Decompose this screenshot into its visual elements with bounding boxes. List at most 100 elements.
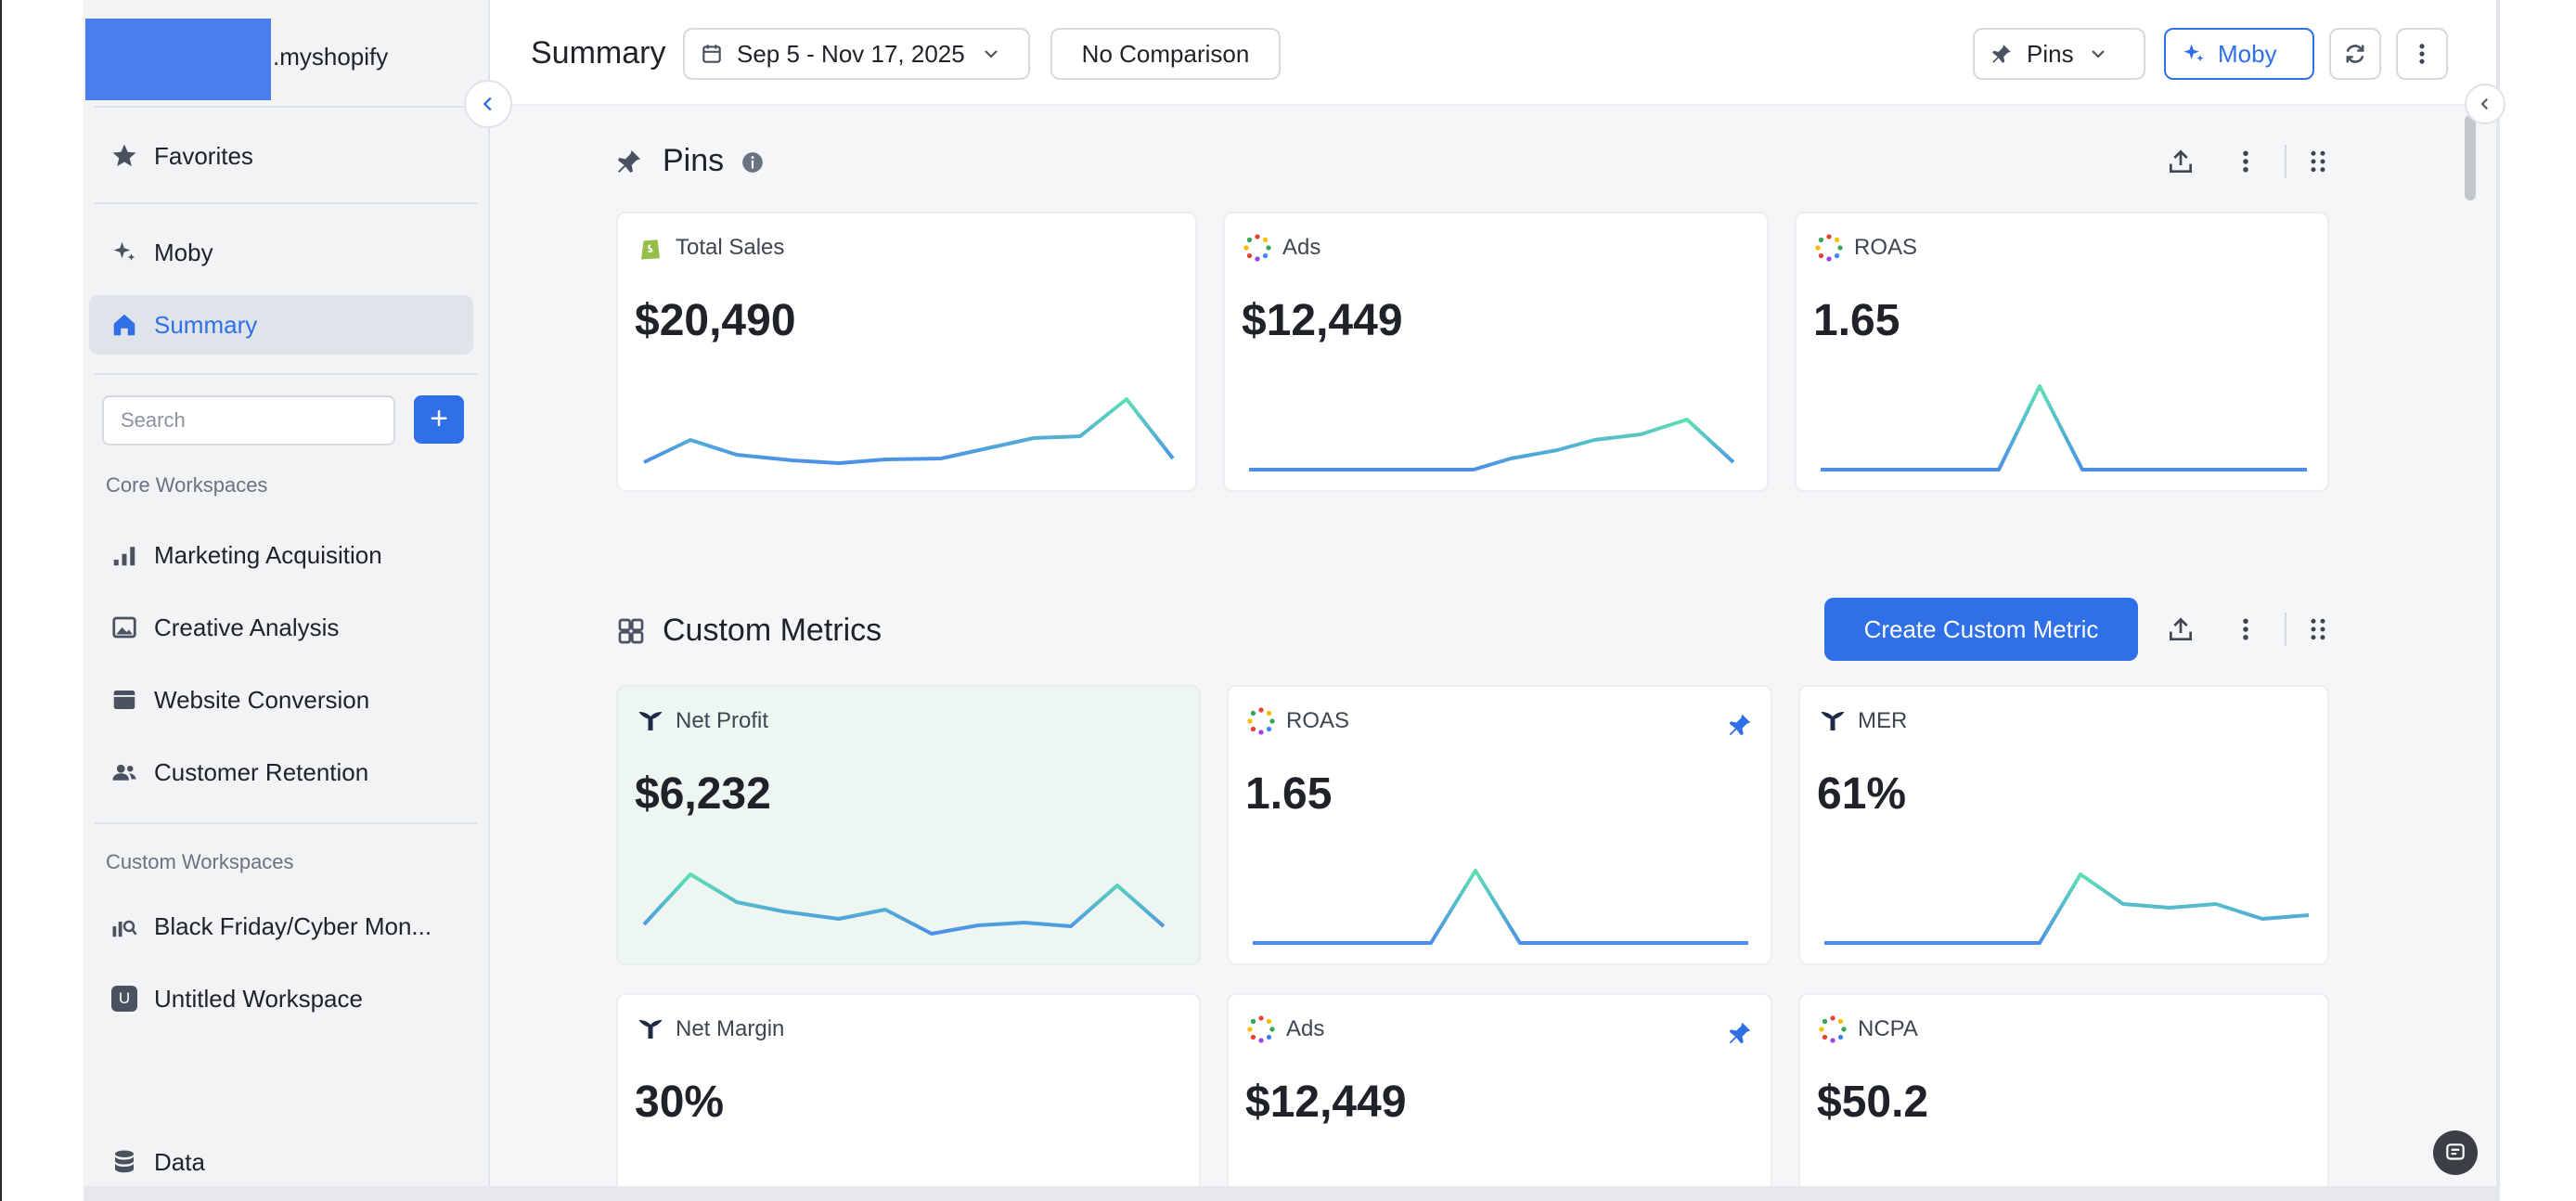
metric-card-ncpa[interactable]: NCPA $50.2 — [1798, 993, 2329, 1186]
sidebar-item-customer-retention[interactable]: Customer Retention — [89, 743, 473, 802]
sparkline — [643, 397, 1175, 465]
card-header: Net Profit — [635, 705, 768, 737]
workspace-search-input[interactable]: Search — [102, 395, 395, 446]
upload-icon — [2170, 149, 2192, 173]
store-name[interactable]: .myshopify — [273, 43, 389, 71]
card-label: Ads — [1286, 1016, 1325, 1041]
sidebar: .myshopify Favorites Moby Summary Search… — [84, 0, 490, 1186]
card-header: ROAS — [1813, 232, 1917, 264]
card-value: $12,449 — [1245, 1078, 1407, 1127]
pin-card-total-sales[interactable]: Total Sales $20,490 — [616, 212, 1197, 492]
create-custom-metric-button[interactable]: Create Custom Metric — [1824, 598, 2138, 661]
pins-dropdown-button[interactable]: Pins — [1973, 28, 2145, 80]
card-value: $6,232 — [635, 769, 771, 819]
expand-right-panel-button[interactable] — [2465, 84, 2505, 124]
main-content: Pins Total Sales $20,490 Ads $12,449 ROA… — [490, 106, 2496, 1186]
metric-card-roas[interactable]: ROAS 1.65 — [1227, 685, 1772, 965]
more-vertical-icon — [2419, 44, 2425, 64]
date-range-picker[interactable]: Sep 5 - Nov 17, 2025 — [683, 28, 1030, 80]
info-icon[interactable] — [741, 150, 765, 174]
store-avatar-redacted — [85, 19, 271, 100]
window-frame-right — [2496, 0, 2576, 1201]
shopify-icon — [635, 232, 666, 264]
pinned-icon[interactable] — [1726, 1019, 1754, 1047]
toolbar-divider — [2285, 613, 2286, 646]
card-header: NCPA — [1817, 1014, 1918, 1045]
chat-icon — [2446, 1143, 2465, 1160]
collapse-sidebar-button[interactable] — [464, 80, 512, 128]
sidebar-item-website-conversion[interactable]: Website Conversion — [89, 670, 473, 730]
sidebar-item-data[interactable]: Data — [89, 1132, 473, 1192]
main-scrollbar[interactable] — [2465, 115, 2476, 200]
pins-label: Pins — [2027, 39, 2074, 68]
sparkline — [642, 872, 1166, 936]
pin-icon — [1992, 45, 2011, 63]
card-header: Total Sales — [635, 232, 784, 264]
top-header: Summary Sep 5 - Nov 17, 2025 No Comparis… — [490, 0, 2496, 106]
sidebar-divider — [95, 106, 477, 108]
moby-button[interactable]: Moby — [2164, 28, 2314, 80]
ads-icon — [1245, 705, 1277, 737]
chevron-down-icon — [2091, 50, 2105, 58]
card-label: Ads — [1282, 235, 1321, 260]
users-icon — [108, 755, 141, 789]
sidebar-item-label: Summary — [154, 310, 258, 339]
ads-icon — [1813, 232, 1845, 264]
window-frame-bottom — [84, 1186, 2496, 1201]
ads-icon — [1817, 1014, 1848, 1045]
card-header: Ads — [1245, 1014, 1324, 1045]
section-menu-button[interactable] — [2225, 609, 2266, 650]
sparkline — [1253, 869, 1748, 945]
pin-card-ads[interactable]: Ads $12,449 — [1223, 212, 1769, 492]
upload-icon — [2170, 617, 2192, 640]
drag-handle[interactable] — [2298, 141, 2338, 182]
grip-icon — [2311, 618, 2325, 640]
drag-handle[interactable] — [2298, 609, 2338, 650]
add-workspace-button[interactable]: + — [414, 395, 464, 444]
image-icon — [108, 611, 141, 644]
sidebar-item-untitled-workspace[interactable]: U Untitled Workspace — [89, 969, 473, 1028]
chevron-left-icon — [483, 97, 492, 111]
star-icon — [108, 139, 141, 173]
sidebar-divider — [95, 202, 477, 204]
sidebar-item-summary[interactable]: Summary — [89, 295, 473, 355]
chevron-down-icon — [984, 50, 998, 58]
feedback-button[interactable] — [2433, 1130, 2478, 1175]
sparkline — [1821, 384, 2307, 471]
metric-card-mer[interactable]: MER 61% — [1798, 685, 2329, 965]
sidebar-item-label: Black Friday/Cyber Mon... — [154, 911, 432, 940]
metric-card-ads[interactable]: Ads $12,449 — [1227, 993, 1772, 1186]
sidebar-item-marketing-acquisition[interactable]: Marketing Acquisition — [89, 525, 473, 585]
card-header: Net Margin — [635, 1014, 784, 1045]
card-header: Ads — [1242, 232, 1320, 264]
card-value: $12,449 — [1242, 296, 1403, 345]
sidebar-item-label: Marketing Acquisition — [154, 540, 382, 569]
sidebar-item-black-friday[interactable]: Black Friday/Cyber Mon... — [89, 897, 473, 956]
sidebar-divider — [95, 373, 477, 375]
card-label: ROAS — [1854, 235, 1918, 260]
ads-icon — [1242, 232, 1273, 264]
card-value: $20,490 — [635, 296, 796, 345]
pin-card-roas[interactable]: ROAS 1.65 — [1795, 212, 2329, 492]
refresh-button[interactable] — [2329, 28, 2381, 80]
export-button[interactable] — [2160, 609, 2201, 650]
metric-card-net-margin[interactable]: Net Margin 30% — [616, 993, 1201, 1186]
card-value: $50.2 — [1817, 1078, 1929, 1127]
sparkline — [1249, 418, 1735, 471]
card-label: Net Margin — [676, 1016, 785, 1041]
section-menu-button[interactable] — [2225, 141, 2266, 182]
more-options-button[interactable] — [2396, 28, 2448, 80]
comparison-button[interactable]: No Comparison — [1050, 28, 1281, 80]
custom-metrics-section-title: Custom Metrics — [663, 613, 882, 648]
sidebar-item-creative-analysis[interactable]: Creative Analysis — [89, 598, 473, 657]
pinned-icon[interactable] — [1726, 711, 1754, 739]
grip-icon — [2311, 150, 2325, 173]
sidebar-item-label: Data — [154, 1147, 205, 1176]
export-button[interactable] — [2160, 141, 2201, 182]
sidebar-item-label: Creative Analysis — [154, 613, 340, 641]
card-label: NCPA — [1858, 1016, 1918, 1041]
sidebar-item-moby[interactable]: Moby — [89, 223, 473, 282]
sidebar-item-favorites[interactable]: Favorites — [89, 126, 473, 186]
metric-card-net-profit[interactable]: Net Profit $6,232 — [616, 685, 1201, 965]
card-label: Net Profit — [676, 708, 769, 733]
